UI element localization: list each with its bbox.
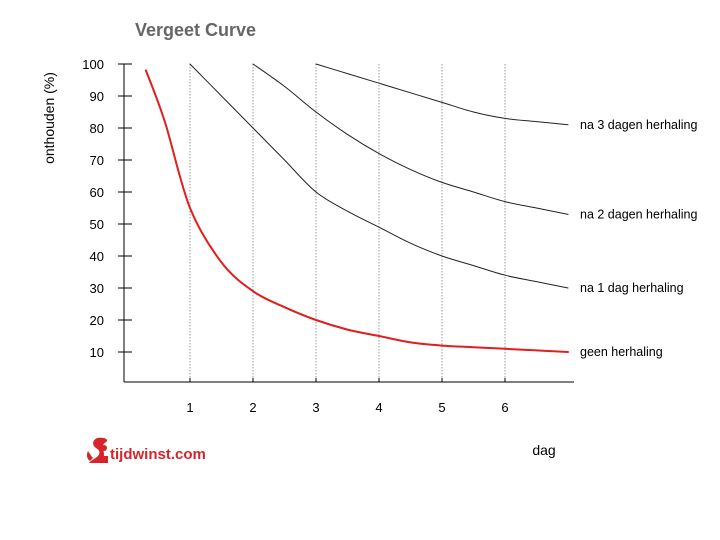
y-tick-label: 90 — [90, 89, 104, 104]
series-label-0: geen herhaling — [580, 345, 663, 359]
y-tick-label: 60 — [90, 185, 104, 200]
series-labels: geen herhaling na 1 dag herhaling na 2 dag… — [580, 118, 698, 359]
grid-lines — [189, 64, 506, 382]
series-label-2: na 2 dagen herhaling — [580, 207, 698, 221]
y-tick-label: 100 — [82, 57, 104, 72]
x-tick-label: 2 — [249, 400, 256, 415]
x-ticks: 1 2 3 4 5 6 — [186, 378, 509, 415]
series-line-3 — [315, 63, 569, 126]
x-tick-label: 3 — [312, 400, 319, 415]
y-tick-label: 30 — [90, 281, 104, 296]
y-tick-label: 10 — [90, 345, 104, 360]
y-ticks: 10 20 30 40 50 60 70 80 90 100 — [82, 57, 132, 360]
series-line-0 — [144, 69, 569, 353]
series-label-1: na 1 dag herhaling — [580, 281, 684, 295]
chart-title: Vergeet Curve — [135, 20, 256, 40]
x-tick-label: 5 — [438, 400, 445, 415]
y-tick-label: 70 — [90, 153, 104, 168]
squirrel-icon — [86, 437, 108, 463]
series-line-2 — [252, 63, 569, 215]
axes — [123, 64, 574, 383]
series-label-3: na 3 dagen herhaling — [580, 118, 698, 132]
y-tick-label: 20 — [90, 313, 104, 328]
brand-logo: tijdwinst.com — [86, 437, 206, 463]
series-lines — [144, 63, 569, 353]
series-line-1 — [189, 63, 569, 289]
y-tick-label: 80 — [90, 121, 104, 136]
brand-name: tijdwinst.com — [110, 446, 206, 463]
x-tick-label: 6 — [501, 400, 508, 415]
x-axis-label: dag — [532, 442, 555, 458]
y-tick-label: 50 — [90, 217, 104, 232]
x-tick-label: 1 — [186, 400, 193, 415]
y-tick-label: 40 — [90, 249, 104, 264]
y-axis-label: onthouden (%) — [41, 72, 57, 164]
x-tick-label: 4 — [375, 400, 382, 415]
